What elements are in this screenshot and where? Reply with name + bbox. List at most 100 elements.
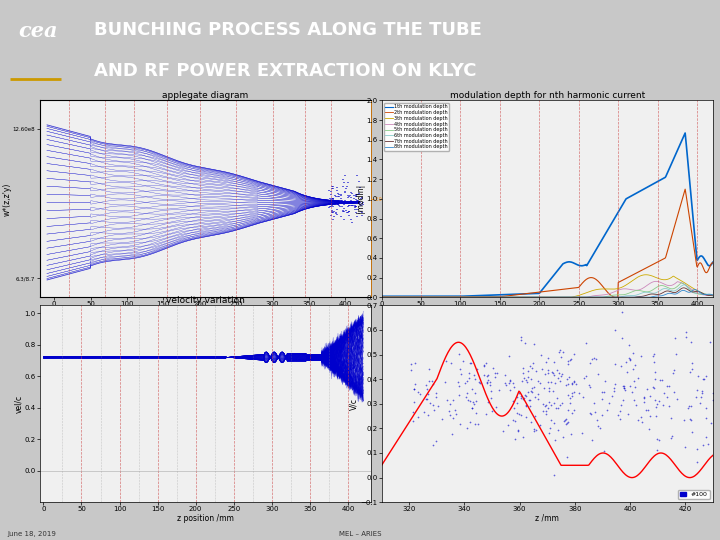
Point xyxy=(579,373,590,382)
Point xyxy=(520,392,531,400)
Point xyxy=(704,338,716,346)
Point xyxy=(562,417,574,426)
Point xyxy=(666,432,678,441)
Point xyxy=(548,357,559,366)
Point xyxy=(540,410,552,418)
Point xyxy=(697,375,708,383)
Title: velocity variation: velocity variation xyxy=(166,295,245,305)
Point xyxy=(644,424,655,433)
Point xyxy=(562,360,574,368)
Point xyxy=(467,398,479,407)
Point xyxy=(499,379,510,388)
Point xyxy=(450,406,462,414)
Point xyxy=(567,389,578,397)
Point xyxy=(474,379,486,387)
Point xyxy=(636,418,647,427)
Point xyxy=(544,429,555,437)
Point xyxy=(647,382,659,391)
Point xyxy=(639,393,650,402)
Point xyxy=(620,386,631,395)
Point xyxy=(507,379,518,388)
Point xyxy=(548,418,559,427)
Point xyxy=(436,415,447,424)
Point xyxy=(487,363,499,372)
Point xyxy=(621,367,633,376)
Point xyxy=(529,412,541,421)
Point xyxy=(462,389,473,397)
Point xyxy=(540,358,552,367)
Point xyxy=(564,394,576,403)
Point xyxy=(684,368,696,377)
Point xyxy=(498,427,509,435)
Point xyxy=(513,427,524,435)
Point xyxy=(560,380,572,389)
Point xyxy=(628,377,639,386)
Point xyxy=(569,350,580,359)
Point xyxy=(625,354,636,363)
Point xyxy=(545,400,557,409)
Point xyxy=(564,399,575,407)
Point xyxy=(525,387,536,396)
Point xyxy=(577,393,588,401)
Point xyxy=(598,447,610,455)
Title: applegate diagram: applegate diagram xyxy=(162,91,248,100)
Point xyxy=(444,407,455,415)
Point xyxy=(596,395,608,404)
Point xyxy=(696,387,707,396)
Point xyxy=(564,354,576,363)
Point xyxy=(405,366,417,375)
Point xyxy=(599,376,611,385)
Point xyxy=(626,387,637,396)
Point xyxy=(485,380,496,389)
Legend: #100: #100 xyxy=(678,490,710,499)
Point xyxy=(590,355,602,363)
Point xyxy=(454,364,466,373)
Point xyxy=(428,380,439,389)
Point xyxy=(420,395,432,403)
Point xyxy=(603,398,615,407)
Point xyxy=(573,389,585,398)
Point xyxy=(667,368,678,377)
Point xyxy=(616,308,627,317)
Point xyxy=(601,406,613,414)
Point xyxy=(492,385,504,394)
Point xyxy=(509,417,521,426)
Point xyxy=(616,401,627,410)
Point xyxy=(470,408,482,417)
Text: June 18, 2019: June 18, 2019 xyxy=(7,531,56,537)
Point xyxy=(414,389,426,398)
Point xyxy=(507,397,518,406)
Point xyxy=(518,433,529,441)
Point xyxy=(694,399,706,407)
Point xyxy=(432,402,444,411)
Y-axis label: w*(z,z'y): w*(z,z'y) xyxy=(2,182,12,215)
Point xyxy=(696,389,708,398)
Text: BUNCHING PROCESS ALONG THE TUBE: BUNCHING PROCESS ALONG THE TUBE xyxy=(94,21,482,39)
X-axis label: z position /mm: z position /mm xyxy=(177,514,233,523)
Point xyxy=(554,401,566,409)
Point xyxy=(542,404,554,413)
Point xyxy=(554,369,565,377)
Point xyxy=(507,415,518,424)
Point xyxy=(588,399,600,408)
Point xyxy=(640,405,652,414)
Y-axis label: vel/c: vel/c xyxy=(14,395,23,413)
Point xyxy=(649,396,661,404)
Point xyxy=(670,349,682,358)
Point xyxy=(441,356,452,365)
Point xyxy=(459,379,471,388)
Point xyxy=(528,427,540,436)
Point xyxy=(531,367,542,375)
Point xyxy=(584,381,595,389)
Point xyxy=(478,371,490,380)
Point xyxy=(631,400,642,409)
Point xyxy=(503,352,514,361)
Point xyxy=(701,433,712,441)
Point xyxy=(548,370,559,379)
Point xyxy=(587,354,598,363)
Point xyxy=(644,411,656,420)
Title: modulation depth for nth harmonic current: modulation depth for nth harmonic curren… xyxy=(449,91,645,100)
Point xyxy=(517,394,528,403)
Point xyxy=(547,386,559,395)
Point xyxy=(702,292,714,300)
